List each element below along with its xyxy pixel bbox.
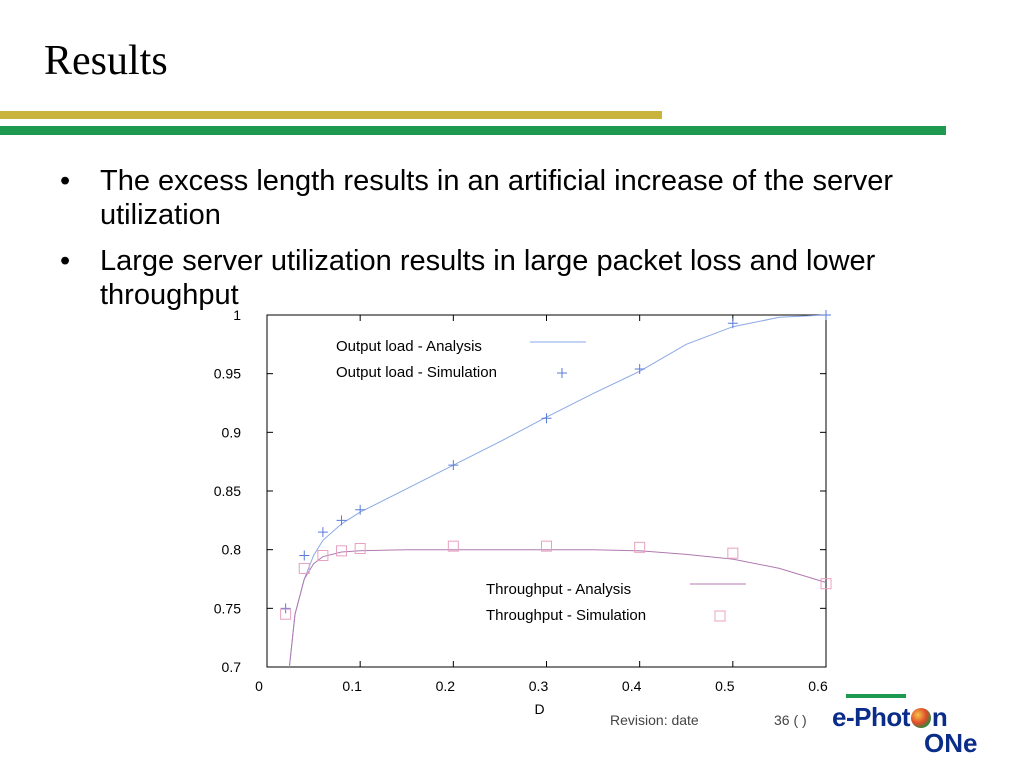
square-point bbox=[634, 541, 646, 553]
chart-svg: 0.7 0.75 0.8 0.85 0.9 0.95 1 0 0.1 0.2 0.3 0.4 0.5 0.… bbox=[214, 307, 832, 717]
x-tick-label: 0.2 bbox=[436, 678, 456, 694]
square-point bbox=[280, 608, 292, 620]
legend-square bbox=[714, 610, 726, 622]
e-photon-one-logo: e-Phot n ONe bbox=[832, 702, 1002, 762]
square-point bbox=[447, 540, 459, 552]
footer-page-number: 36 ( ) bbox=[774, 712, 807, 728]
plus-point bbox=[336, 515, 347, 526]
y-tick-label: 0.95 bbox=[214, 366, 241, 382]
title-underline-yellow bbox=[0, 111, 662, 119]
title-underline-green bbox=[0, 126, 946, 135]
results-chart: 0.7 0.75 0.8 0.85 0.9 0.95 1 0 0.1 0.2 0.3 0.4 0.5 0.… bbox=[190, 300, 850, 730]
plus-point bbox=[355, 504, 366, 515]
y-tick-label: 0.7 bbox=[222, 659, 242, 675]
x-tick-label: 0 bbox=[255, 678, 263, 694]
plus-point bbox=[280, 603, 291, 614]
square-point bbox=[317, 550, 329, 562]
y-tick-label: 0.8 bbox=[222, 542, 242, 558]
plus-point bbox=[541, 413, 552, 424]
bullet-list: The excess length results in an artifici… bbox=[60, 164, 960, 324]
plus-point bbox=[634, 363, 645, 374]
plus-point bbox=[448, 460, 459, 471]
x-tick-label: 0.5 bbox=[715, 678, 735, 694]
plus-point bbox=[317, 527, 328, 538]
slide-title: Results bbox=[44, 38, 168, 84]
logo-top-text: e-Phot n bbox=[832, 702, 948, 733]
legend-label-1: Output load - Simulation bbox=[336, 364, 497, 381]
logo-top-right: n bbox=[931, 702, 948, 732]
y-tick-label: 1 bbox=[233, 307, 241, 323]
x-tick-label: 0.3 bbox=[529, 678, 549, 694]
series-line-2 bbox=[288, 549, 827, 668]
x-axis-label: D bbox=[534, 701, 544, 717]
square-point bbox=[727, 547, 739, 559]
logo-bottom-text: ONe bbox=[924, 728, 978, 758]
plus-point bbox=[727, 318, 738, 329]
logo-accent-line bbox=[846, 694, 906, 698]
x-tick-label: 0.4 bbox=[622, 678, 642, 694]
square-point bbox=[298, 562, 310, 574]
x-tick-label: 0.6 bbox=[808, 678, 828, 694]
bullet-item-2: Large server utilization results in larg… bbox=[60, 244, 960, 312]
y-tick-label: 0.85 bbox=[214, 483, 241, 499]
square-point bbox=[354, 542, 366, 554]
square-point bbox=[820, 578, 832, 590]
plus-point bbox=[299, 550, 310, 561]
square-point bbox=[336, 545, 348, 557]
x-tick-label: 0.1 bbox=[342, 678, 362, 694]
legend-label-3: Throughput - Simulation bbox=[486, 607, 646, 624]
globe-icon bbox=[910, 708, 931, 728]
footer-revision: Revision: date bbox=[610, 712, 699, 728]
legend-label-2: Throughput - Analysis bbox=[486, 581, 631, 598]
bullet-item-1: The excess length results in an artifici… bbox=[60, 164, 960, 232]
logo-top-left: e-Phot bbox=[832, 702, 910, 732]
legend-plus bbox=[557, 368, 567, 378]
y-tick-label: 0.75 bbox=[214, 600, 241, 616]
plus-point bbox=[821, 310, 831, 320]
square-point bbox=[541, 540, 552, 552]
legend-label-0: Output load - Analysis bbox=[336, 338, 482, 355]
y-tick-label: 0.9 bbox=[222, 424, 242, 440]
